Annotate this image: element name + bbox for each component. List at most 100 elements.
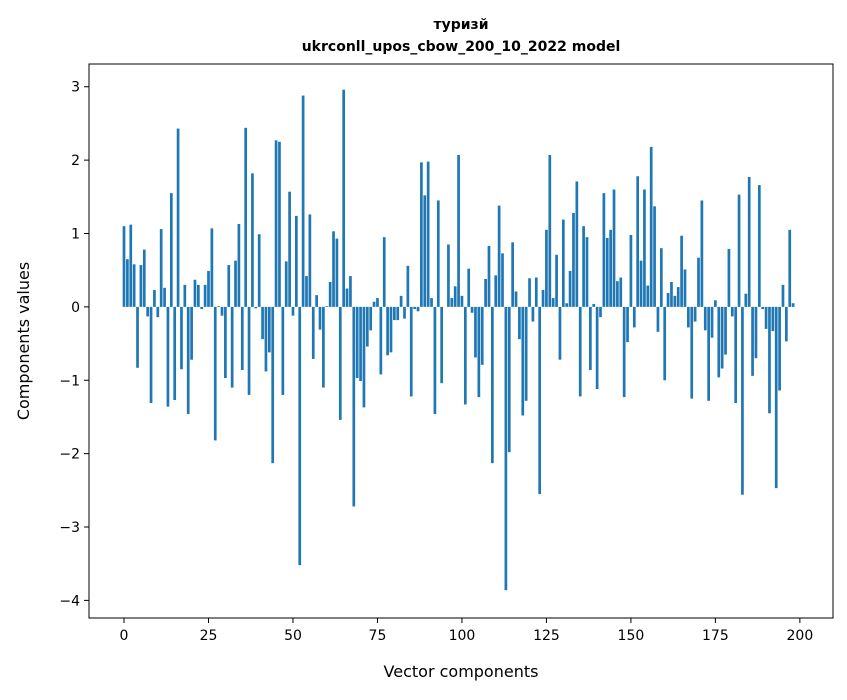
y-tick-label: 1: [71, 227, 80, 243]
bar-145: [612, 189, 616, 307]
bar-15: [173, 306, 177, 401]
bar-146: [616, 281, 619, 307]
bar-151: [632, 306, 636, 328]
bar-160: [663, 306, 667, 381]
bar-90: [426, 161, 430, 307]
bar-189: [761, 306, 765, 310]
x-tick-label: 125: [533, 628, 560, 644]
bar-7: [146, 306, 150, 317]
bar-77: [382, 237, 386, 307]
bar-136: [582, 226, 585, 307]
bar-192: [771, 306, 775, 332]
bar-36: [244, 127, 248, 307]
bar-11: [159, 229, 163, 307]
bar-72: [365, 306, 369, 347]
bar-18: [183, 284, 187, 307]
bar-96: [447, 244, 450, 307]
bar-148: [622, 306, 626, 398]
bar-138: [589, 306, 592, 370]
bar-150: [629, 234, 633, 307]
bar-25: [207, 270, 210, 307]
bar-154: [643, 189, 646, 307]
bar-8: [149, 306, 153, 404]
bar-68: [352, 306, 356, 507]
bar-143: [605, 237, 609, 307]
bar-171: [700, 200, 704, 307]
bar-12: [163, 287, 166, 307]
bar-92: [433, 306, 437, 415]
bar-20: [190, 306, 193, 360]
bar-111: [497, 205, 501, 307]
bar-48: [284, 261, 288, 307]
bar-6: [142, 249, 146, 307]
bar-185: [747, 177, 751, 307]
bar-78: [386, 306, 389, 356]
bar-10: [156, 306, 160, 318]
bar-16: [176, 128, 180, 307]
bar-38: [251, 173, 254, 307]
bar-73: [369, 306, 373, 331]
bar-197: [788, 229, 792, 307]
bar-74: [372, 301, 376, 307]
bar-4: [136, 306, 139, 368]
bar-168: [690, 306, 694, 399]
bar-43: [267, 306, 271, 353]
bar-140: [595, 306, 599, 390]
bar-69: [355, 306, 359, 379]
bar-196: [785, 306, 788, 342]
y-axis-label: Components values: [14, 262, 33, 420]
bar-157: [653, 206, 656, 307]
bar-35: [240, 306, 244, 370]
bar-37: [247, 306, 251, 395]
bar-153: [639, 260, 643, 307]
bar-156: [649, 146, 653, 307]
bar-184: [744, 293, 748, 307]
bar-117: [518, 306, 521, 340]
bar-9: [153, 290, 156, 307]
bar-87: [416, 306, 420, 312]
bar-182: [737, 194, 741, 307]
bar-134: [575, 181, 579, 307]
bar-17: [180, 306, 183, 370]
bar-173: [707, 306, 710, 401]
bar-39: [254, 306, 258, 309]
bar-100: [460, 295, 464, 307]
bar-57: [315, 295, 318, 307]
bar-183: [741, 306, 744, 495]
bar-193: [774, 306, 778, 489]
bar-33: [234, 260, 237, 307]
bar-181: [734, 306, 738, 404]
bar-84: [406, 265, 410, 307]
bar-103: [470, 306, 474, 313]
bar-46: [278, 141, 281, 307]
y-axis-ticks: −4 −3 −2 −1 0 1 2 3: [59, 80, 89, 609]
bar-165: [680, 235, 683, 307]
bar-41: [261, 306, 264, 340]
bar-52: [298, 306, 302, 566]
y-tick-label: −4: [59, 593, 80, 609]
bar-19: [186, 306, 190, 415]
bar-128: [555, 254, 558, 307]
bar-142: [602, 193, 606, 307]
bar-58: [318, 306, 322, 330]
bar-14: [169, 193, 173, 307]
bar-113: [504, 306, 508, 591]
bar-120: [528, 278, 531, 307]
bar-107: [484, 278, 487, 307]
bar-194: [778, 306, 781, 391]
bar-63: [335, 238, 339, 307]
bar-40: [257, 234, 261, 307]
x-tick-label: 75: [369, 628, 387, 644]
bar-42: [264, 306, 268, 372]
bar-64: [338, 306, 342, 420]
bar-116: [514, 291, 518, 307]
bar-75: [376, 298, 379, 307]
bar-24: [203, 284, 207, 307]
bar-175: [714, 300, 717, 307]
bar-109: [491, 306, 494, 464]
x-axis-label: Vector components: [384, 662, 539, 681]
bar-177: [720, 306, 724, 369]
bar-0: [122, 226, 126, 307]
bar-86: [413, 306, 416, 310]
